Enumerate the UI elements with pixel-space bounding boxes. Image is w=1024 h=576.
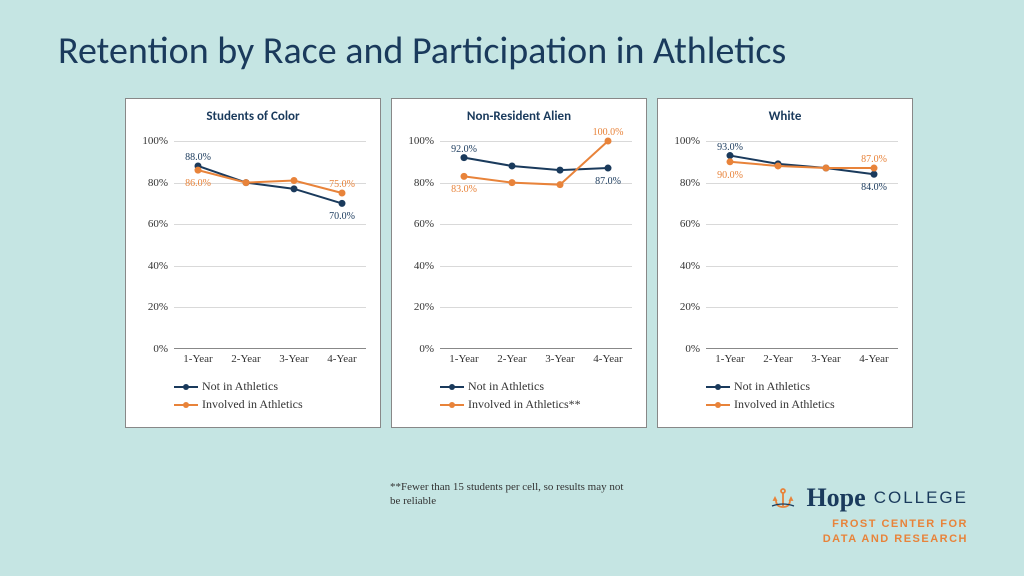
y-tick-label: 80% bbox=[680, 177, 706, 189]
legend: Not in Athletics Involved in Athletics bbox=[706, 379, 835, 415]
x-tick-label: 1-Year bbox=[715, 349, 744, 365]
data-label: 87.0% bbox=[861, 154, 887, 165]
y-tick-label: 40% bbox=[680, 260, 706, 272]
legend-label: Involved in Athletics** bbox=[468, 397, 581, 412]
chart-panel: Students of Color0%20%40%60%80%100%1-Yea… bbox=[125, 98, 381, 428]
chart-panel: White0%20%40%60%80%100%1-Year2-Year3-Yea… bbox=[657, 98, 913, 428]
legend-label: Not in Athletics bbox=[734, 379, 810, 394]
data-label: 87.0% bbox=[595, 176, 621, 187]
logo-block: Hope COLLEGE FROST CENTER FOR DATA AND R… bbox=[768, 483, 968, 546]
logo-hope: Hope bbox=[806, 483, 865, 513]
footnote: **Fewer than 15 students per cell, so re… bbox=[390, 480, 630, 509]
chart-panel: Non-Resident Alien0%20%40%60%80%100%1-Ye… bbox=[391, 98, 647, 428]
y-tick-label: 0% bbox=[153, 343, 174, 355]
data-label: 75.0% bbox=[329, 179, 355, 190]
chart-title: Students of Color bbox=[126, 99, 380, 124]
legend-label: Involved in Athletics bbox=[202, 397, 303, 412]
legend-swatch bbox=[706, 386, 730, 388]
charts-row: Students of Color0%20%40%60%80%100%1-Yea… bbox=[0, 74, 1024, 428]
legend-label: Not in Athletics bbox=[202, 379, 278, 394]
legend-swatch bbox=[706, 404, 730, 406]
x-tick-label: 4-Year bbox=[593, 349, 622, 365]
y-tick-label: 60% bbox=[148, 218, 174, 230]
data-label: 92.0% bbox=[451, 144, 477, 155]
y-tick-label: 100% bbox=[142, 135, 174, 147]
data-label: 84.0% bbox=[861, 182, 887, 193]
y-tick-label: 80% bbox=[148, 177, 174, 189]
logo-college: COLLEGE bbox=[874, 488, 968, 508]
chart-title: Non-Resident Alien bbox=[392, 99, 646, 124]
page-title: Retention by Race and Participation in A… bbox=[0, 0, 1024, 74]
logo-subtitle: FROST CENTER FOR DATA AND RESEARCH bbox=[768, 517, 968, 546]
y-tick-label: 60% bbox=[680, 218, 706, 230]
legend-label: Not in Athletics bbox=[468, 379, 544, 394]
plot-area: 0%20%40%60%80%100%1-Year2-Year3-Year4-Ye… bbox=[440, 141, 632, 349]
x-tick-label: 2-Year bbox=[763, 349, 792, 365]
x-tick-label: 1-Year bbox=[449, 349, 478, 365]
legend-swatch bbox=[440, 386, 464, 388]
legend-swatch bbox=[440, 404, 464, 406]
data-label: 90.0% bbox=[717, 170, 743, 181]
y-tick-label: 100% bbox=[674, 135, 706, 147]
y-tick-label: 60% bbox=[414, 218, 440, 230]
legend-label: Involved in Athletics bbox=[734, 397, 835, 412]
data-label: 93.0% bbox=[717, 142, 743, 153]
y-tick-label: 40% bbox=[414, 260, 440, 272]
legend: Not in Athletics Involved in Athletics bbox=[174, 379, 303, 415]
x-tick-label: 2-Year bbox=[497, 349, 526, 365]
y-tick-label: 20% bbox=[414, 301, 440, 313]
y-tick-label: 100% bbox=[408, 135, 440, 147]
data-label: 70.0% bbox=[329, 211, 355, 222]
y-tick-label: 0% bbox=[419, 343, 440, 355]
x-tick-label: 4-Year bbox=[327, 349, 356, 365]
legend-swatch bbox=[174, 404, 198, 406]
x-tick-label: 1-Year bbox=[183, 349, 212, 365]
data-label: 86.0% bbox=[185, 178, 211, 189]
anchor-icon bbox=[768, 486, 798, 510]
x-tick-label: 4-Year bbox=[859, 349, 888, 365]
plot-area: 0%20%40%60%80%100%1-Year2-Year3-Year4-Ye… bbox=[174, 141, 366, 349]
legend: Not in Athletics Involved in Athletics** bbox=[440, 379, 581, 415]
x-tick-label: 2-Year bbox=[231, 349, 260, 365]
x-tick-label: 3-Year bbox=[545, 349, 574, 365]
plot-area: 0%20%40%60%80%100%1-Year2-Year3-Year4-Ye… bbox=[706, 141, 898, 349]
chart-title: White bbox=[658, 99, 912, 124]
data-label: 83.0% bbox=[451, 184, 477, 195]
legend-swatch bbox=[174, 386, 198, 388]
y-tick-label: 20% bbox=[680, 301, 706, 313]
y-tick-label: 40% bbox=[148, 260, 174, 272]
data-label: 100.0% bbox=[593, 127, 624, 138]
y-tick-label: 0% bbox=[685, 343, 706, 355]
y-tick-label: 80% bbox=[414, 177, 440, 189]
x-tick-label: 3-Year bbox=[279, 349, 308, 365]
data-label: 88.0% bbox=[185, 152, 211, 163]
y-tick-label: 20% bbox=[148, 301, 174, 313]
x-tick-label: 3-Year bbox=[811, 349, 840, 365]
